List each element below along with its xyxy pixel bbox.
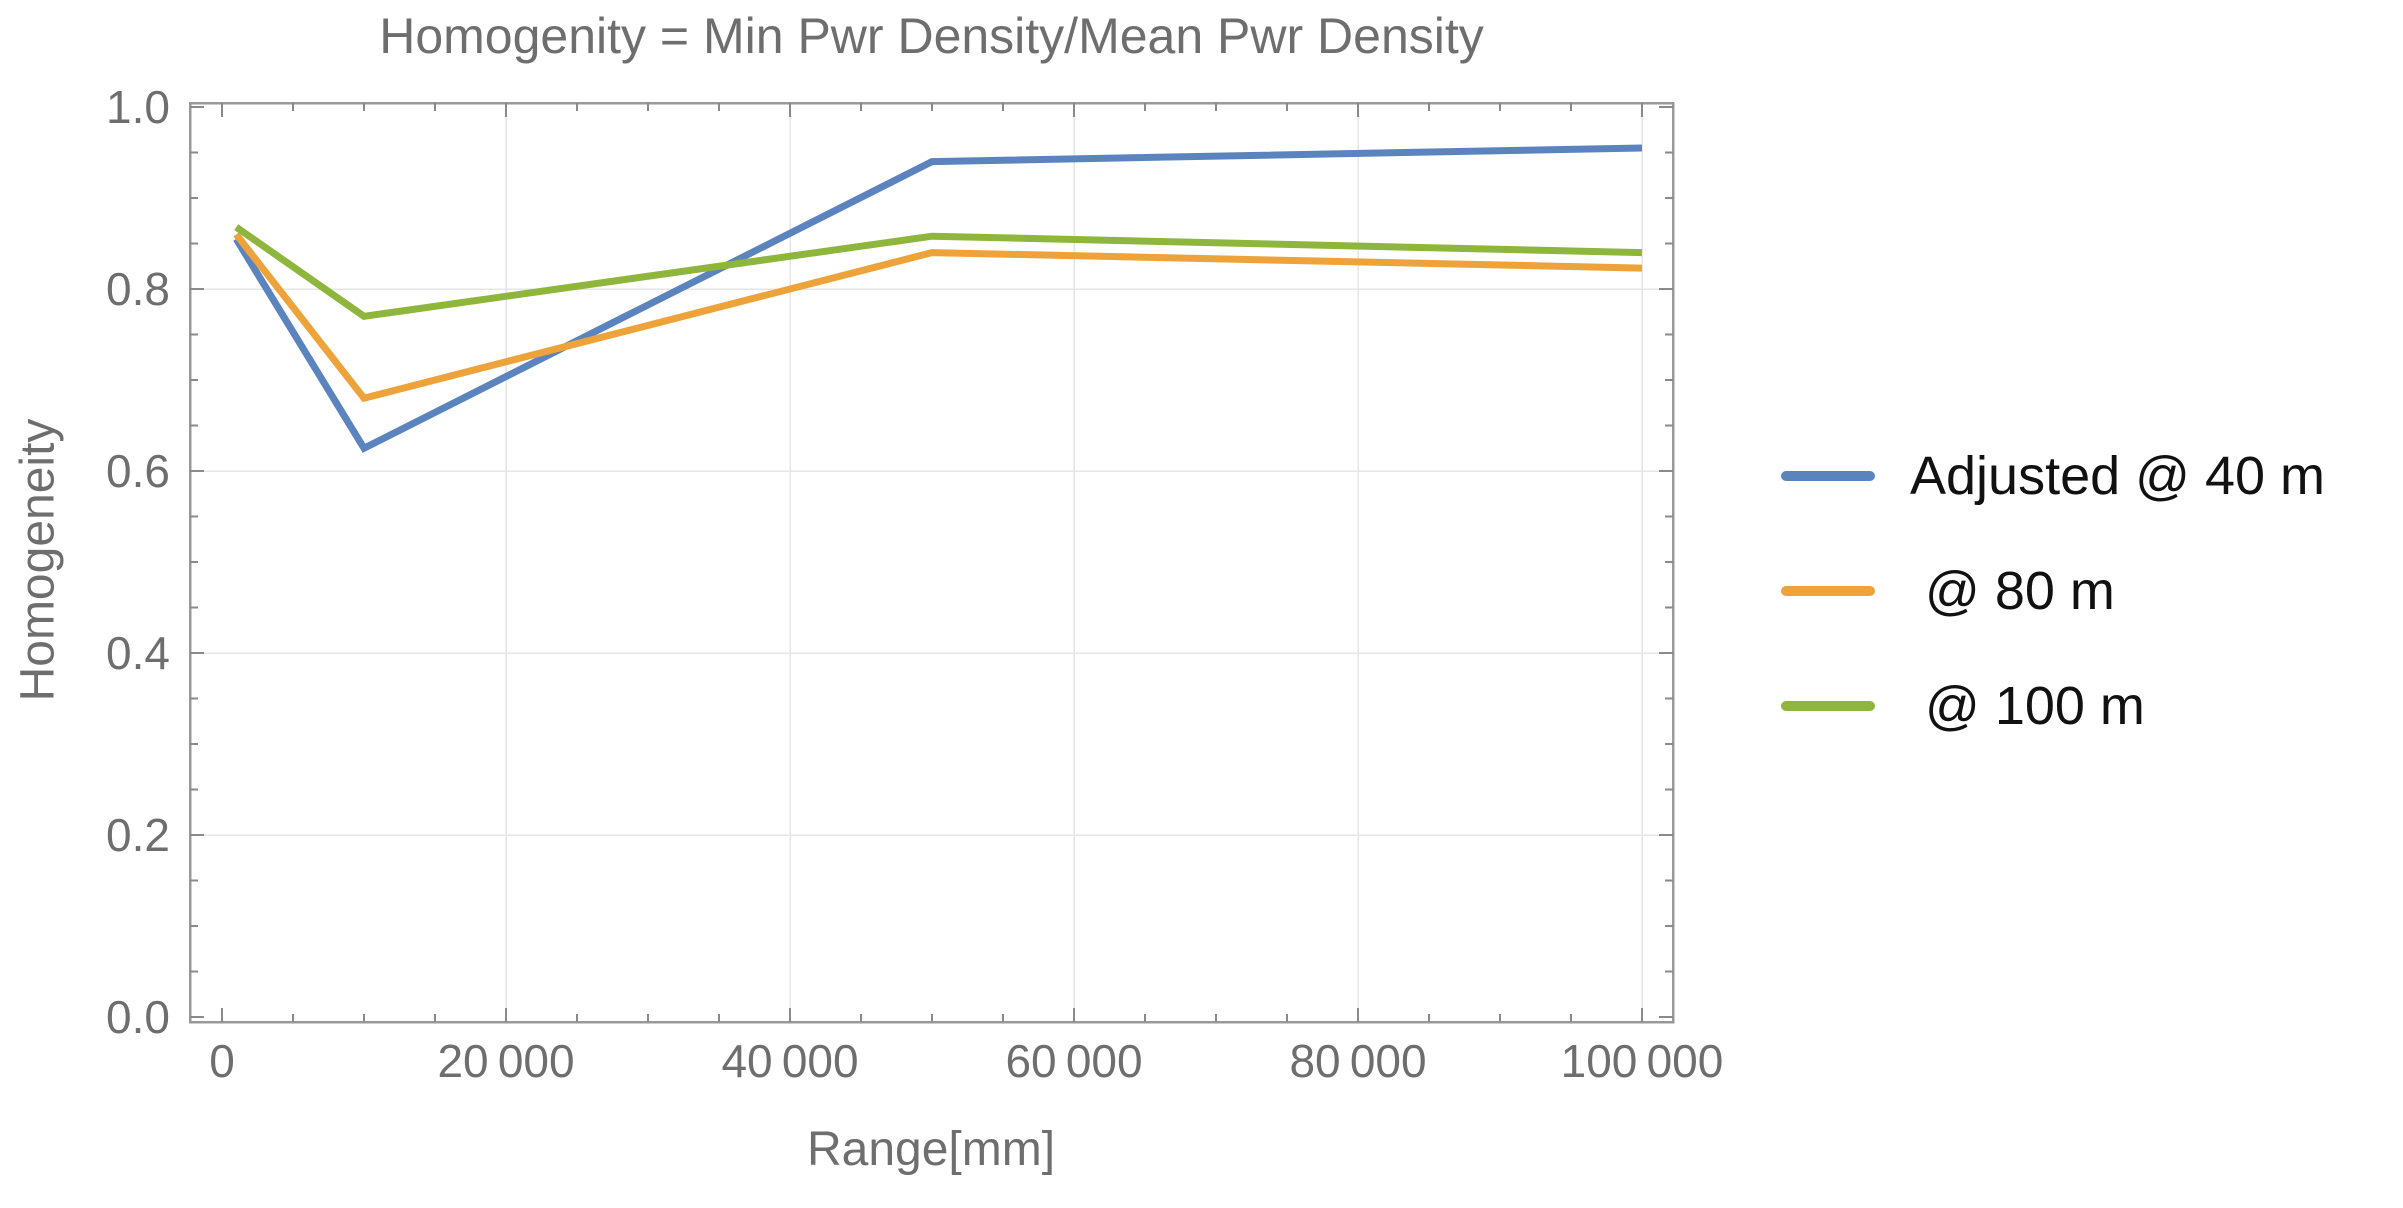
x-tick-label-20000: 20 000 (437, 1035, 575, 1087)
y-tick-label-0.8: 0.8 (106, 263, 170, 315)
legend-label: @ 100 m (1910, 675, 2145, 736)
legend-swatch-icon (1781, 700, 1875, 711)
x-tick-label-0: 0 (209, 1035, 235, 1087)
legend-item-1: @ 80 m (1781, 533, 2325, 648)
y-tick-label-0.6: 0.6 (106, 445, 170, 497)
gridlines (190, 103, 1673, 1022)
legend-label: Adjusted @ 40 m (1910, 445, 2326, 506)
legend-item-2: @ 100 m (1781, 648, 2325, 763)
x-tick-label-40000: 40 000 (721, 1035, 859, 1087)
series-line-0 (233, 144, 1643, 453)
series-line-2 (234, 224, 1643, 320)
series-line-1 (233, 232, 1643, 403)
x-tick-label-60000: 60 000 (1005, 1035, 1143, 1087)
tick-marks (190, 103, 1673, 1022)
y-tick-label-0.0: 0.0 (106, 991, 170, 1043)
chart-title: Homogenity = Min Pwr Density/Mean Pwr De… (379, 8, 1484, 64)
y-tick-label-0.2: 0.2 (106, 809, 170, 861)
legend-swatch-icon (1781, 470, 1875, 481)
legend-item-0: Adjusted @ 40 m (1781, 418, 2325, 533)
x-axis-label: Range[mm] (806, 1123, 1056, 1176)
legend-swatch-icon (1781, 585, 1875, 596)
x-tick-label-100000: 100 000 (1560, 1035, 1724, 1087)
y-tick-label-0.4: 0.4 (106, 627, 170, 679)
plot-frame (188, 101, 1675, 1024)
legend: Adjusted @ 40 m @ 80 m @ 100 m (1781, 418, 2325, 763)
legend-label: @ 80 m (1910, 560, 2115, 621)
x-tick-label-80000: 80 000 (1289, 1035, 1427, 1087)
y-tick-label-1.0: 1.0 (106, 81, 170, 133)
